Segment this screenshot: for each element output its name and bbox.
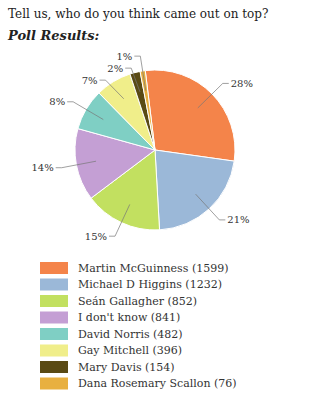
pie-slice: [145, 70, 235, 161]
legend-entry: Michael D Higgins (1232): [78, 278, 222, 291]
legend-swatch: [40, 279, 68, 291]
subtitle: Poll Results:: [7, 28, 100, 43]
data-label: 8%: [49, 96, 65, 107]
leader-line: [109, 204, 130, 236]
pie: 28% 21% 15% 14% 8% 7% 2%1%: [31, 51, 253, 242]
legend-entry: Mary Davis (154): [78, 361, 175, 374]
legend-swatch: [40, 361, 68, 373]
legend-entry: Seán Gallagher (852): [78, 295, 197, 308]
legend-swatch: [40, 295, 68, 307]
leader-line: [198, 83, 229, 108]
legend-swatch: [40, 262, 68, 274]
data-label: 28%: [231, 78, 253, 89]
data-label: 7%: [82, 75, 98, 86]
legend-swatch: [40, 345, 68, 357]
data-label: 15%: [85, 231, 107, 242]
pie-slice: [155, 150, 234, 230]
data-label: 21%: [227, 214, 249, 225]
leader-line: [134, 56, 145, 91]
legend-swatch: [40, 312, 68, 324]
leader-line: [100, 80, 124, 99]
pie-slice: [140, 71, 155, 150]
legend-entry: David Norris (482): [78, 328, 183, 341]
leader-line: [196, 194, 226, 220]
legend-entry: Dana Rosemary Scallon (76): [78, 377, 237, 390]
leader-line: [125, 68, 140, 92]
data-label: 14%: [31, 162, 53, 173]
leader-line: [67, 102, 103, 120]
title: Tell us, who do you think came out on to…: [8, 7, 268, 21]
legend-swatch: [40, 378, 68, 390]
legend: Martin McGuinness (1599) Michael D Higgin…: [40, 262, 237, 391]
chart: Tell us, who do you think came out on to…: [0, 0, 311, 405]
legend-swatch: [40, 328, 68, 340]
pie-slice: [130, 71, 155, 150]
legend-entry: Gay Mitchell (396): [78, 344, 182, 357]
data-label: 2%: [107, 63, 123, 74]
legend-entry: I don't know (841): [78, 311, 180, 324]
leader-line: [56, 161, 96, 168]
data-label: 1%: [116, 51, 132, 62]
legend-entry: Martin McGuinness (1599): [78, 262, 228, 275]
